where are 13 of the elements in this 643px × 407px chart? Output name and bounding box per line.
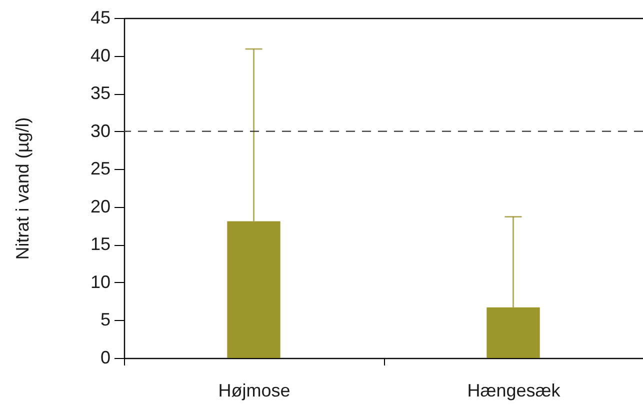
y-axis-title: Nitrat i vand (µg/l): [12, 117, 32, 260]
y-tick-label: 0: [100, 348, 110, 368]
y-tick-label: 35: [90, 83, 110, 104]
x-tick-label: Hængesæk: [467, 380, 562, 400]
y-tick-label: 15: [90, 234, 110, 254]
y-tick-label: 5: [100, 310, 110, 330]
y-tick-label: 30: [90, 120, 110, 141]
x-tick-label: Højmose: [218, 380, 290, 400]
y-tick-label: 10: [90, 272, 110, 292]
y-tick-label: 40: [90, 45, 110, 66]
y-tick-label: 45: [90, 8, 110, 28]
y-tick-label: 20: [90, 196, 110, 216]
y-tick-label: 25: [90, 158, 110, 179]
